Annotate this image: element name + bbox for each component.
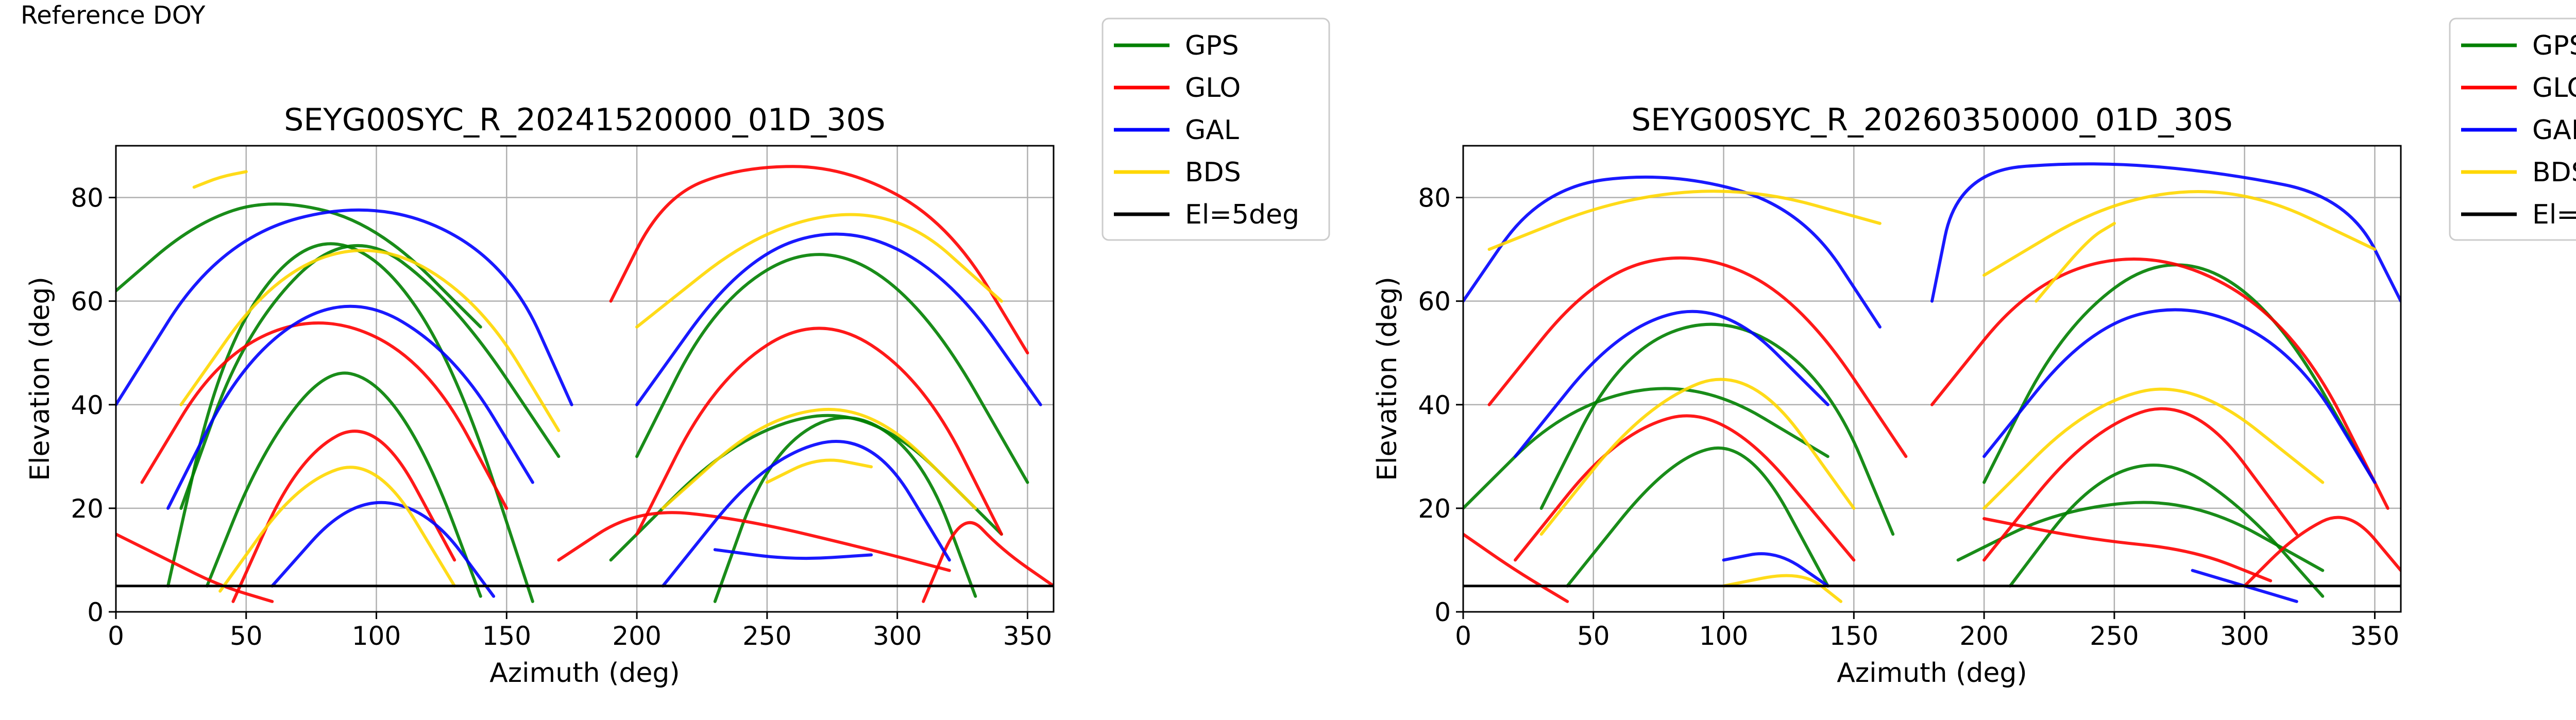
- track-gps: [609, 414, 1003, 562]
- y-tick-label: 0: [87, 597, 104, 627]
- plot-area: [1463, 162, 2401, 603]
- legend-label: GAL: [2532, 115, 2576, 146]
- chart-title: SEYG00SYC_R_20260350000_01D_30S: [1631, 102, 2232, 138]
- track-gal: [116, 208, 573, 406]
- track-bds: [1982, 387, 2325, 510]
- track-gps: [1539, 322, 1895, 536]
- x-tick-label: 0: [1455, 621, 1471, 651]
- y-axis-label: Elevation (deg): [1372, 277, 1403, 481]
- track-bds: [218, 466, 456, 593]
- x-tick-label: 200: [1959, 621, 2008, 651]
- y-tick-label: 20: [1418, 494, 1451, 524]
- track-gal: [1514, 310, 1829, 458]
- y-tick-label: 0: [1434, 597, 1451, 627]
- track-glo: [1982, 517, 2273, 582]
- x-tick-label: 300: [873, 621, 922, 651]
- legend-label: GLO: [2532, 73, 2576, 104]
- plot-frame: [1462, 145, 2402, 613]
- legend-box: [1101, 18, 1330, 241]
- page-label: Reference DOY: [21, 1, 206, 30]
- y-tick-label: 60: [71, 287, 104, 317]
- track-glo: [1514, 414, 1856, 562]
- track-glo: [557, 511, 951, 572]
- track-bds: [192, 170, 248, 189]
- y-tick-label: 40: [1418, 390, 1451, 420]
- x-tick-label: 200: [612, 621, 661, 651]
- track-gps: [1463, 387, 1829, 510]
- legend-label: GAL: [1185, 115, 1239, 146]
- track-gps: [635, 253, 1029, 484]
- track-glo: [116, 533, 274, 603]
- y-tick-label: 60: [1418, 287, 1451, 317]
- x-tick-label: 100: [352, 621, 401, 651]
- y-tick-label: 80: [1418, 183, 1451, 213]
- plot-area: [116, 165, 1054, 603]
- track-gal: [1982, 308, 2377, 484]
- track-gal: [635, 232, 1042, 406]
- y-tick-label: 20: [71, 494, 104, 524]
- track-bds: [2035, 221, 2116, 303]
- track-gal: [1930, 162, 2401, 303]
- x-tick-label: 250: [2090, 621, 2139, 651]
- x-tick-label: 300: [2220, 621, 2269, 651]
- track-glo: [1487, 256, 1908, 458]
- track-gps: [1566, 446, 1829, 588]
- x-tick-label: 350: [2350, 621, 2399, 651]
- track-bds: [179, 249, 561, 433]
- chart-1: 0 50 100 150 200 250 300 350 0 20 40 60 80 SEYG00SYC_…: [25, 18, 1330, 689]
- x-tick-label: 0: [108, 621, 124, 651]
- track-gal: [166, 304, 534, 510]
- legend: GPS GLO GAL BDS El=5deg: [2449, 18, 2576, 241]
- x-axis-label: Azimuth (deg): [489, 658, 680, 689]
- chart-2: 0 50 100 150 200 250 300 350 0 20 40 60 80 SEYG00SYC_…: [1372, 18, 2576, 689]
- legend-label: GPS: [1185, 30, 1239, 61]
- track-gal: [1463, 175, 1882, 329]
- track-gps: [205, 371, 482, 598]
- x-tick-label: 150: [1829, 621, 1878, 651]
- track-glo: [140, 321, 509, 510]
- track-gal: [1722, 552, 1829, 588]
- track-glo: [635, 327, 1003, 536]
- y-tick-label: 80: [71, 183, 104, 213]
- legend-label: GLO: [1185, 73, 1241, 104]
- x-tick-label: 50: [1577, 621, 1610, 651]
- track-gal: [713, 548, 873, 560]
- x-tick-label: 150: [482, 621, 531, 651]
- track-glo: [2243, 516, 2401, 588]
- legend-label: GPS: [2532, 30, 2576, 61]
- track-bds: [765, 458, 873, 484]
- chart-title: SEYG00SYC_R_20241520000_01D_30S: [284, 102, 885, 138]
- track-gal: [270, 501, 496, 598]
- track-bds: [1487, 190, 1882, 251]
- track-gps: [2008, 464, 2325, 598]
- plot-frame: [115, 145, 1055, 613]
- track-gal: [661, 440, 951, 588]
- track-glo: [609, 165, 1029, 355]
- x-tick-label: 250: [742, 621, 791, 651]
- track-gps: [179, 244, 561, 510]
- track-bds: [661, 407, 977, 510]
- y-axis-label: Elevation (deg): [25, 277, 56, 481]
- track-glo: [1463, 533, 1569, 603]
- legend-label: BDS: [2532, 157, 2576, 188]
- legend-label: BDS: [1185, 157, 1241, 188]
- track-bds: [635, 213, 1003, 329]
- legend-label: El=5deg: [1185, 199, 1299, 230]
- track-glo: [1982, 407, 2298, 562]
- track-glo: [1930, 258, 2389, 510]
- track-bds: [1539, 378, 1856, 536]
- track-glo: [231, 430, 456, 603]
- track-bds: [1982, 190, 2377, 277]
- track-glo: [922, 521, 1054, 603]
- track-gps: [116, 202, 482, 329]
- x-tick-label: 100: [1699, 621, 1748, 651]
- x-axis-label: Azimuth (deg): [1837, 658, 2027, 689]
- track-bds: [1722, 574, 1843, 603]
- legend-label: El=5deg: [2532, 199, 2576, 230]
- y-tick-label: 40: [71, 390, 104, 420]
- x-tick-label: 50: [230, 621, 263, 651]
- x-tick-label: 350: [1003, 621, 1052, 651]
- legend: GPS GLO GAL BDS El=5deg: [1101, 18, 1330, 241]
